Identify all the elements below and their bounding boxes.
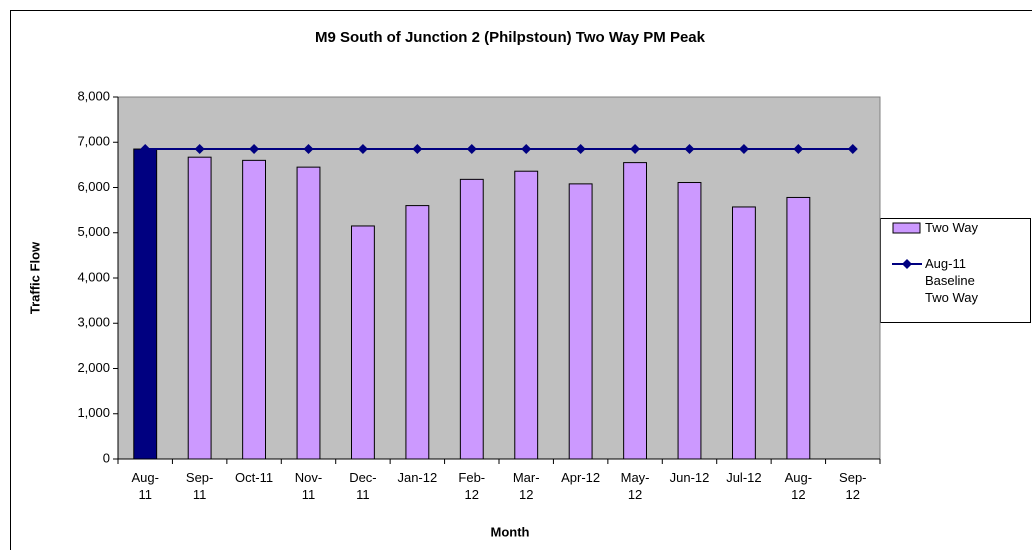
marker <box>738 144 749 155</box>
y-tick-label: 1,000 <box>77 405 110 420</box>
bar <box>514 170 539 460</box>
bar <box>568 183 593 460</box>
x-tick-label: Mar-12 <box>512 470 540 502</box>
y-tick-label: 8,000 <box>77 88 110 103</box>
chart-title: M9 South of Junction 2 (Philpstoun) Two … <box>315 29 706 46</box>
marker <box>630 144 641 155</box>
y-tick-label: 3,000 <box>77 315 110 330</box>
x-tick-label: Feb-12 <box>458 470 486 502</box>
marker <box>194 144 205 155</box>
bar <box>786 196 811 460</box>
y-tick-label: 6,000 <box>77 179 110 194</box>
x-tick-label: Jan-12 <box>397 470 438 485</box>
legend-swatch <box>892 222 921 234</box>
y-tick-label: 5,000 <box>77 224 110 239</box>
legend-box <box>880 218 1031 323</box>
x-tick-label: Aug-11 <box>131 470 159 502</box>
marker <box>793 144 804 155</box>
y-tick-label: 0 <box>103 450 110 465</box>
x-tick-label: Sep-11 <box>185 470 214 502</box>
marker <box>684 144 695 155</box>
x-tick-label: Jul-12 <box>726 470 762 485</box>
y-tick-label: 7,000 <box>77 134 110 149</box>
plot-area <box>117 96 881 460</box>
legend-label: Two Way <box>925 220 978 235</box>
x-tick-label: Nov-11 <box>294 470 323 502</box>
marker <box>412 144 423 155</box>
bar <box>242 159 267 460</box>
y-axis-label: Traffic Flow <box>27 241 42 314</box>
bar <box>350 225 375 460</box>
bar <box>623 162 648 460</box>
x-tick-label: Jun-12 <box>669 470 710 485</box>
bar <box>731 206 756 460</box>
bar <box>405 205 430 460</box>
bar <box>133 148 158 460</box>
x-axis-label: Month <box>491 524 530 539</box>
x-tick-label: Dec-11 <box>349 470 377 502</box>
legend-marker <box>902 259 912 269</box>
bar <box>459 178 484 460</box>
x-tick-label: Aug-12 <box>784 470 813 502</box>
marker <box>575 144 586 155</box>
marker <box>303 144 314 155</box>
legend-label: Aug-11 Baseline Two Way <box>925 256 978 305</box>
y-tick-label: 2,000 <box>77 360 110 375</box>
x-tick-label: Sep-12 <box>839 470 867 502</box>
x-tick-label: Oct-11 <box>235 470 274 485</box>
marker <box>521 144 532 155</box>
marker <box>140 144 151 155</box>
bar <box>187 156 212 460</box>
marker <box>357 144 368 155</box>
x-tick-label: May-12 <box>620 470 650 502</box>
bar <box>296 166 321 460</box>
marker <box>466 144 477 155</box>
bar <box>677 182 702 460</box>
marker <box>847 144 858 155</box>
x-tick-label: Apr-12 <box>561 470 601 485</box>
y-tick-label: 4,000 <box>77 269 110 284</box>
marker <box>249 144 260 155</box>
